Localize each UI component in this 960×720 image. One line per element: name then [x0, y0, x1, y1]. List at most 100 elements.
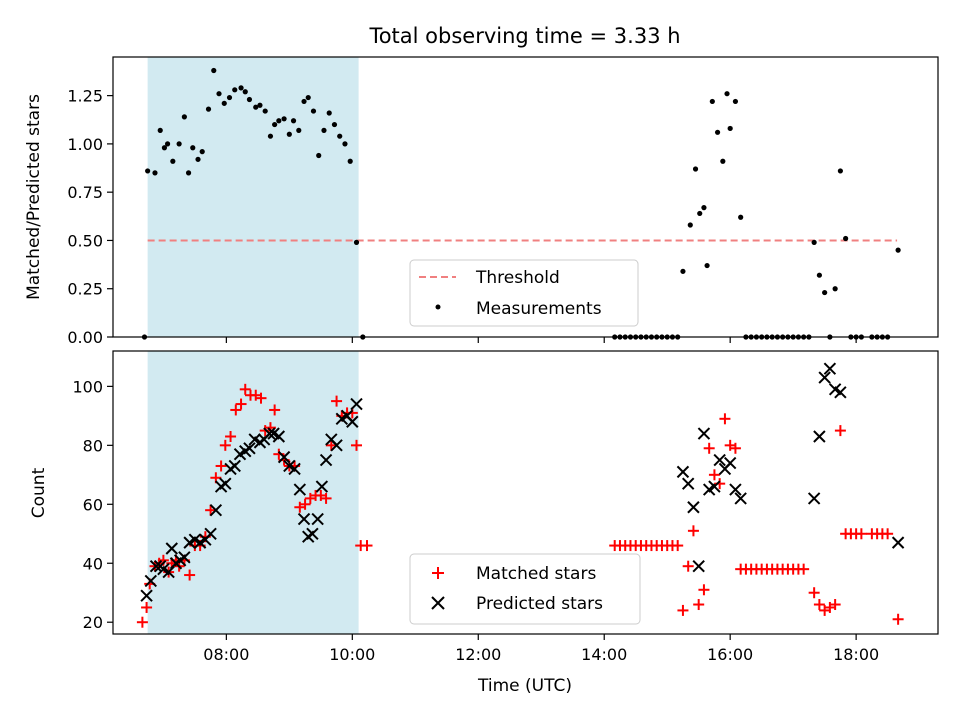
measurement-point [832, 286, 838, 292]
x-tick-label: 14:00 [581, 645, 627, 664]
measurement-point [157, 127, 163, 133]
matched-star-point [255, 392, 267, 404]
y-tick-label: 0.25 [67, 280, 103, 299]
measurement-point [331, 121, 338, 128]
measurement-point [267, 133, 274, 139]
measurement-point [720, 158, 726, 164]
ratio-panel-frame [112, 56, 939, 338]
measurement-point [216, 91, 222, 97]
counts-legend: Matched stars Predicted stars [409, 553, 641, 625]
measurement-point [170, 158, 176, 164]
matched-star-point [882, 528, 894, 540]
matched-star-point [331, 395, 343, 407]
measurement-point [321, 127, 327, 133]
predicted-star-point [243, 442, 256, 455]
measurement-point [732, 98, 739, 105]
matched-star-point [687, 525, 699, 537]
matched-star-point [693, 599, 705, 611]
counts-x-axis: 08:00 10:00 12:00 14:00 16:00 18:00 [203, 634, 879, 664]
predicted-star-point [228, 459, 241, 473]
matched-star-point [230, 404, 242, 416]
predicted-star-point [162, 565, 175, 579]
matched-star-point [834, 425, 846, 437]
predicted-star-point [723, 456, 737, 470]
chart-title: Total observing time = 3.33 h [368, 24, 680, 48]
matched-star-point [361, 540, 373, 552]
predicted-star-point [350, 397, 363, 411]
predicted-star-point [209, 503, 223, 517]
measurement-point [337, 133, 343, 139]
matched-star-point [320, 492, 332, 504]
measurement-point [822, 289, 828, 296]
x-tick-label: 08:00 [203, 645, 249, 664]
predicted-star-point [330, 439, 343, 452]
predicted-star-point [692, 559, 705, 573]
measurement-point [211, 67, 217, 74]
measurement-point [176, 141, 182, 147]
y-tick-label: 40 [83, 554, 103, 573]
x-axis-label: Time (UTC) [477, 676, 572, 696]
observing-window-band [147, 57, 359, 337]
predicted-star-point [734, 492, 747, 505]
matched-star-point [672, 540, 684, 552]
predicted-star-point [277, 450, 291, 464]
y-tick-label: 80 [83, 436, 103, 455]
measurement-point [272, 121, 278, 128]
x-tick-label: 16:00 [707, 645, 753, 664]
x-tick-label: 10:00 [329, 645, 375, 664]
matched-star-point [239, 383, 251, 395]
measurement-point [301, 98, 307, 105]
predicted-star-point [319, 453, 333, 467]
predicted-star-point [140, 589, 153, 602]
measurement-point [811, 239, 817, 245]
measurement-point [342, 141, 348, 147]
predicted-star-point [311, 512, 324, 526]
predicted-star-point [263, 427, 276, 440]
measurement-point [296, 127, 302, 133]
measurement-point [286, 131, 292, 137]
measurement-point [145, 168, 151, 174]
ratio-x-axis [225, 337, 857, 343]
measurement-point [253, 104, 259, 110]
matched-star-point [219, 439, 231, 451]
matched-star-point [855, 528, 867, 540]
ratio-legend-box [409, 259, 639, 327]
predicted-star-point [687, 501, 700, 514]
measurement-point [687, 222, 693, 228]
counts-panel: 20 40 60 80 100 08:00 10:00 12:00 14:00 16:00 18:… [29, 350, 939, 696]
predicted-star-point [165, 542, 178, 555]
matched-star-point [141, 601, 153, 613]
matched-star-point [205, 504, 217, 516]
measurement-point [305, 94, 311, 101]
measurement-point [242, 89, 248, 95]
x-tick-label: 12:00 [455, 645, 501, 664]
predicted-star-point [293, 483, 307, 496]
measurement-point [226, 94, 233, 101]
predicted-star-point [204, 527, 217, 540]
counts-panel-frame [112, 350, 939, 635]
matched-star-point [235, 398, 247, 410]
measurement-point [837, 168, 843, 174]
predicted-star-point [219, 477, 232, 490]
matched-star-point [829, 599, 841, 611]
measurement-point [347, 158, 353, 164]
measurement-point [843, 235, 849, 242]
observing-window-band [147, 351, 359, 634]
predicted-star-point [813, 430, 826, 443]
predicted-star-point [178, 551, 191, 564]
legend-matched-swatch [432, 567, 444, 579]
measurement-point [181, 114, 187, 120]
measurement-point [221, 100, 227, 106]
measurement-point [164, 141, 171, 147]
measurement-point [353, 239, 360, 245]
measurement-point [246, 96, 253, 103]
measurement-point [195, 156, 201, 162]
matched-star-point [808, 587, 820, 599]
predicted-star-point [288, 462, 301, 476]
measurement-point [276, 118, 282, 124]
predicted-star-point [297, 512, 311, 526]
predicted-star-point [807, 492, 821, 505]
y-tick-label: 60 [83, 495, 103, 514]
matched-star-point [136, 616, 148, 628]
ratio-y-axis: 0.00 0.25 0.50 0.75 1.00 1.25 [67, 87, 113, 347]
